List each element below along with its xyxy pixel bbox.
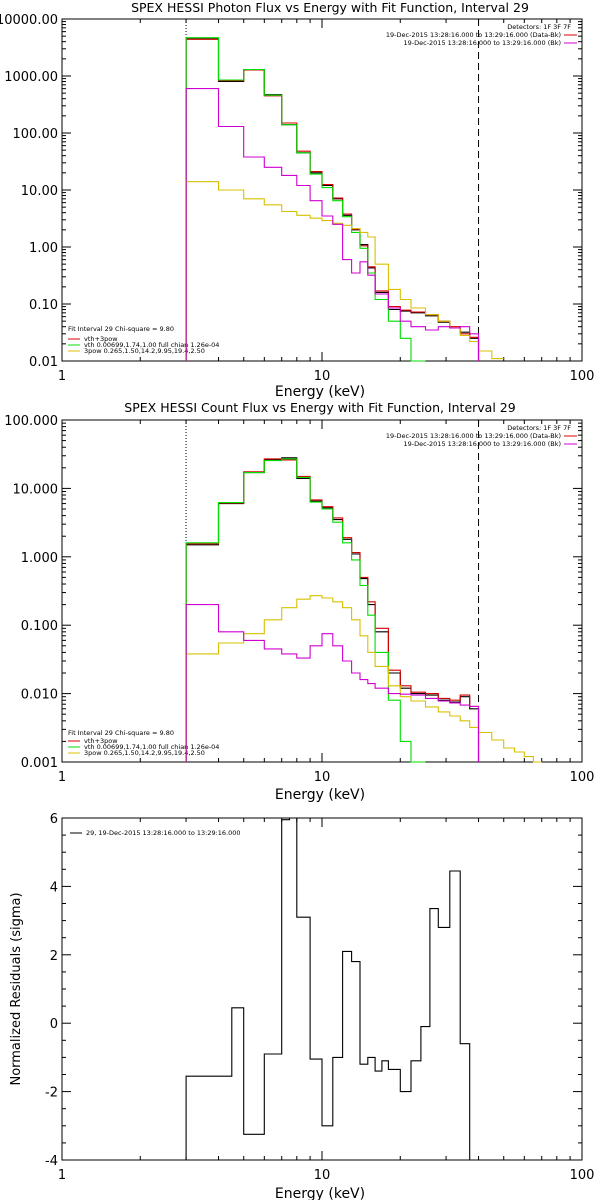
photon-flux-y-tick-label: 0.10 xyxy=(29,298,58,313)
photon-flux-y-tick-label: 10000.00 xyxy=(0,13,58,28)
photon-flux-bk-interval-label: 19-Dec-2015 13:28:16.000 to 13:29:16.000… xyxy=(404,39,562,47)
count-flux-series-thermal xyxy=(185,458,426,763)
count-flux-title: SPEX HESSI Count Flux vs Energy with Fit… xyxy=(124,400,515,415)
photon-flux-y-tick-label: 1000.00 xyxy=(4,70,58,85)
count-flux-x-axis-label: Energy (keV) xyxy=(275,787,365,803)
photon-flux-y-tick-label: 10.00 xyxy=(21,184,58,199)
count-flux-series-background xyxy=(185,604,480,762)
photon-flux-series-thermal xyxy=(185,37,426,362)
residuals-x-tick-label: 10 xyxy=(314,1168,331,1183)
count-flux-y-tick-label: 100.000 xyxy=(4,414,58,429)
photon-flux-y-tick-label: 0.01 xyxy=(29,355,58,370)
count-flux-y-tick-label: 0.010 xyxy=(21,688,58,703)
photon-flux-data-interval-label: 19-Dec-2015 13:28:16.000 to 13:29:16.000… xyxy=(386,31,561,39)
residuals-y-axis-label: Normalized Residuals (sigma) xyxy=(9,892,24,1085)
photon-flux-x-tick-label: 1 xyxy=(58,369,66,384)
count-flux-legend-powerlaw-label: 3pow 0.265,1.50,14.2,9.95,19.4,2.50 xyxy=(84,749,205,757)
photon-flux-y-tick-label: 100.00 xyxy=(13,127,59,142)
count-flux-series-total xyxy=(185,458,480,762)
residuals-y-tick-label: 4 xyxy=(50,880,58,895)
count-flux-y-tick-label: 10.000 xyxy=(13,482,59,497)
residuals-legend-label: 29, 19-Dec-2015 13:28:16.000 to 13:29:16… xyxy=(86,829,241,837)
count-flux-x-tick-label: 100 xyxy=(570,770,595,785)
photon-flux-x-tick-label: 100 xyxy=(570,369,595,384)
count-flux-bk-interval-label: 19-Dec-2015 13:28:16.000 to 13:29:16.000… xyxy=(404,440,562,448)
count-flux-legend-thermal-label: vth 0.00699,1.74,1.00 full chian 1.26e-0… xyxy=(84,743,219,751)
photon-flux-title: SPEX HESSI Photon Flux vs Energy with Fi… xyxy=(131,0,529,15)
count-flux-legend-total-label: vth+3pow xyxy=(84,737,118,745)
residuals-y-tick-label: 6 xyxy=(50,812,58,827)
count-flux-detectors-label: Detectors: 1F 3F 7F xyxy=(507,424,571,432)
count-flux-x-tick-label: 10 xyxy=(314,770,331,785)
count-flux-y-tick-label: 0.001 xyxy=(21,756,58,771)
photon-flux-fit-interval-label: Fit Interval 29 Chi-square = 9.80 xyxy=(68,325,174,333)
residuals-y-tick-label: 2 xyxy=(50,949,58,964)
residuals-x-tick-label: 100 xyxy=(570,1168,595,1183)
residuals-x-tick-label: 1 xyxy=(58,1168,66,1183)
count-flux-plot-frame xyxy=(61,419,583,763)
photon-flux-detectors-label: Detectors: 1F 3F 7F xyxy=(507,23,571,31)
residuals-y-tick-label: -2 xyxy=(45,1086,58,1101)
photon-flux-legend-total-label: vth+3pow xyxy=(84,335,118,343)
photon-flux-legend-thermal-label: vth 0.00699,1.74,1.00 full chian 1.26e-0… xyxy=(84,341,219,349)
photon-flux-x-tick-label: 10 xyxy=(314,369,331,384)
photon-flux-y-tick-label: 1.00 xyxy=(29,241,58,256)
residuals-panel: 29, 19-Dec-2015 13:28:16.000 to 13:29:16… xyxy=(9,812,594,1200)
count-flux-y-tick-label: 0.100 xyxy=(21,619,58,634)
residuals-x-axis-label: Energy (keV) xyxy=(275,1186,365,1200)
photon-flux-plot-frame xyxy=(61,18,583,362)
residuals-series-data xyxy=(185,817,479,1161)
photon-flux-panel: SPEX HESSI Photon Flux vs Energy with Fi… xyxy=(0,0,594,400)
count-flux-x-tick-label: 1 xyxy=(58,770,66,785)
photon-flux-x-axis-label: Energy (keV) xyxy=(275,384,365,400)
count-flux-panel: SPEX HESSI Count Flux vs Energy with Fit… xyxy=(4,400,594,803)
photon-flux-series-powerlaw xyxy=(185,181,504,361)
count-flux-fit-interval-label: Fit Interval 29 Chi-square = 9.80 xyxy=(68,729,174,737)
count-flux-y-tick-label: 1.000 xyxy=(21,551,58,566)
count-flux-series-powerlaw xyxy=(185,595,542,763)
count-flux-data-interval-label: 19-Dec-2015 13:28:16.000 to 13:29:16.000… xyxy=(386,432,561,440)
photon-flux-legend-powerlaw-label: 3pow 0.265,1.50,14.2,9.95,19.4,2.50 xyxy=(84,347,205,355)
residuals-y-tick-label: 0 xyxy=(50,1017,58,1032)
residuals-y-tick-label: -4 xyxy=(45,1154,58,1169)
photon-flux-series-background xyxy=(185,88,480,361)
